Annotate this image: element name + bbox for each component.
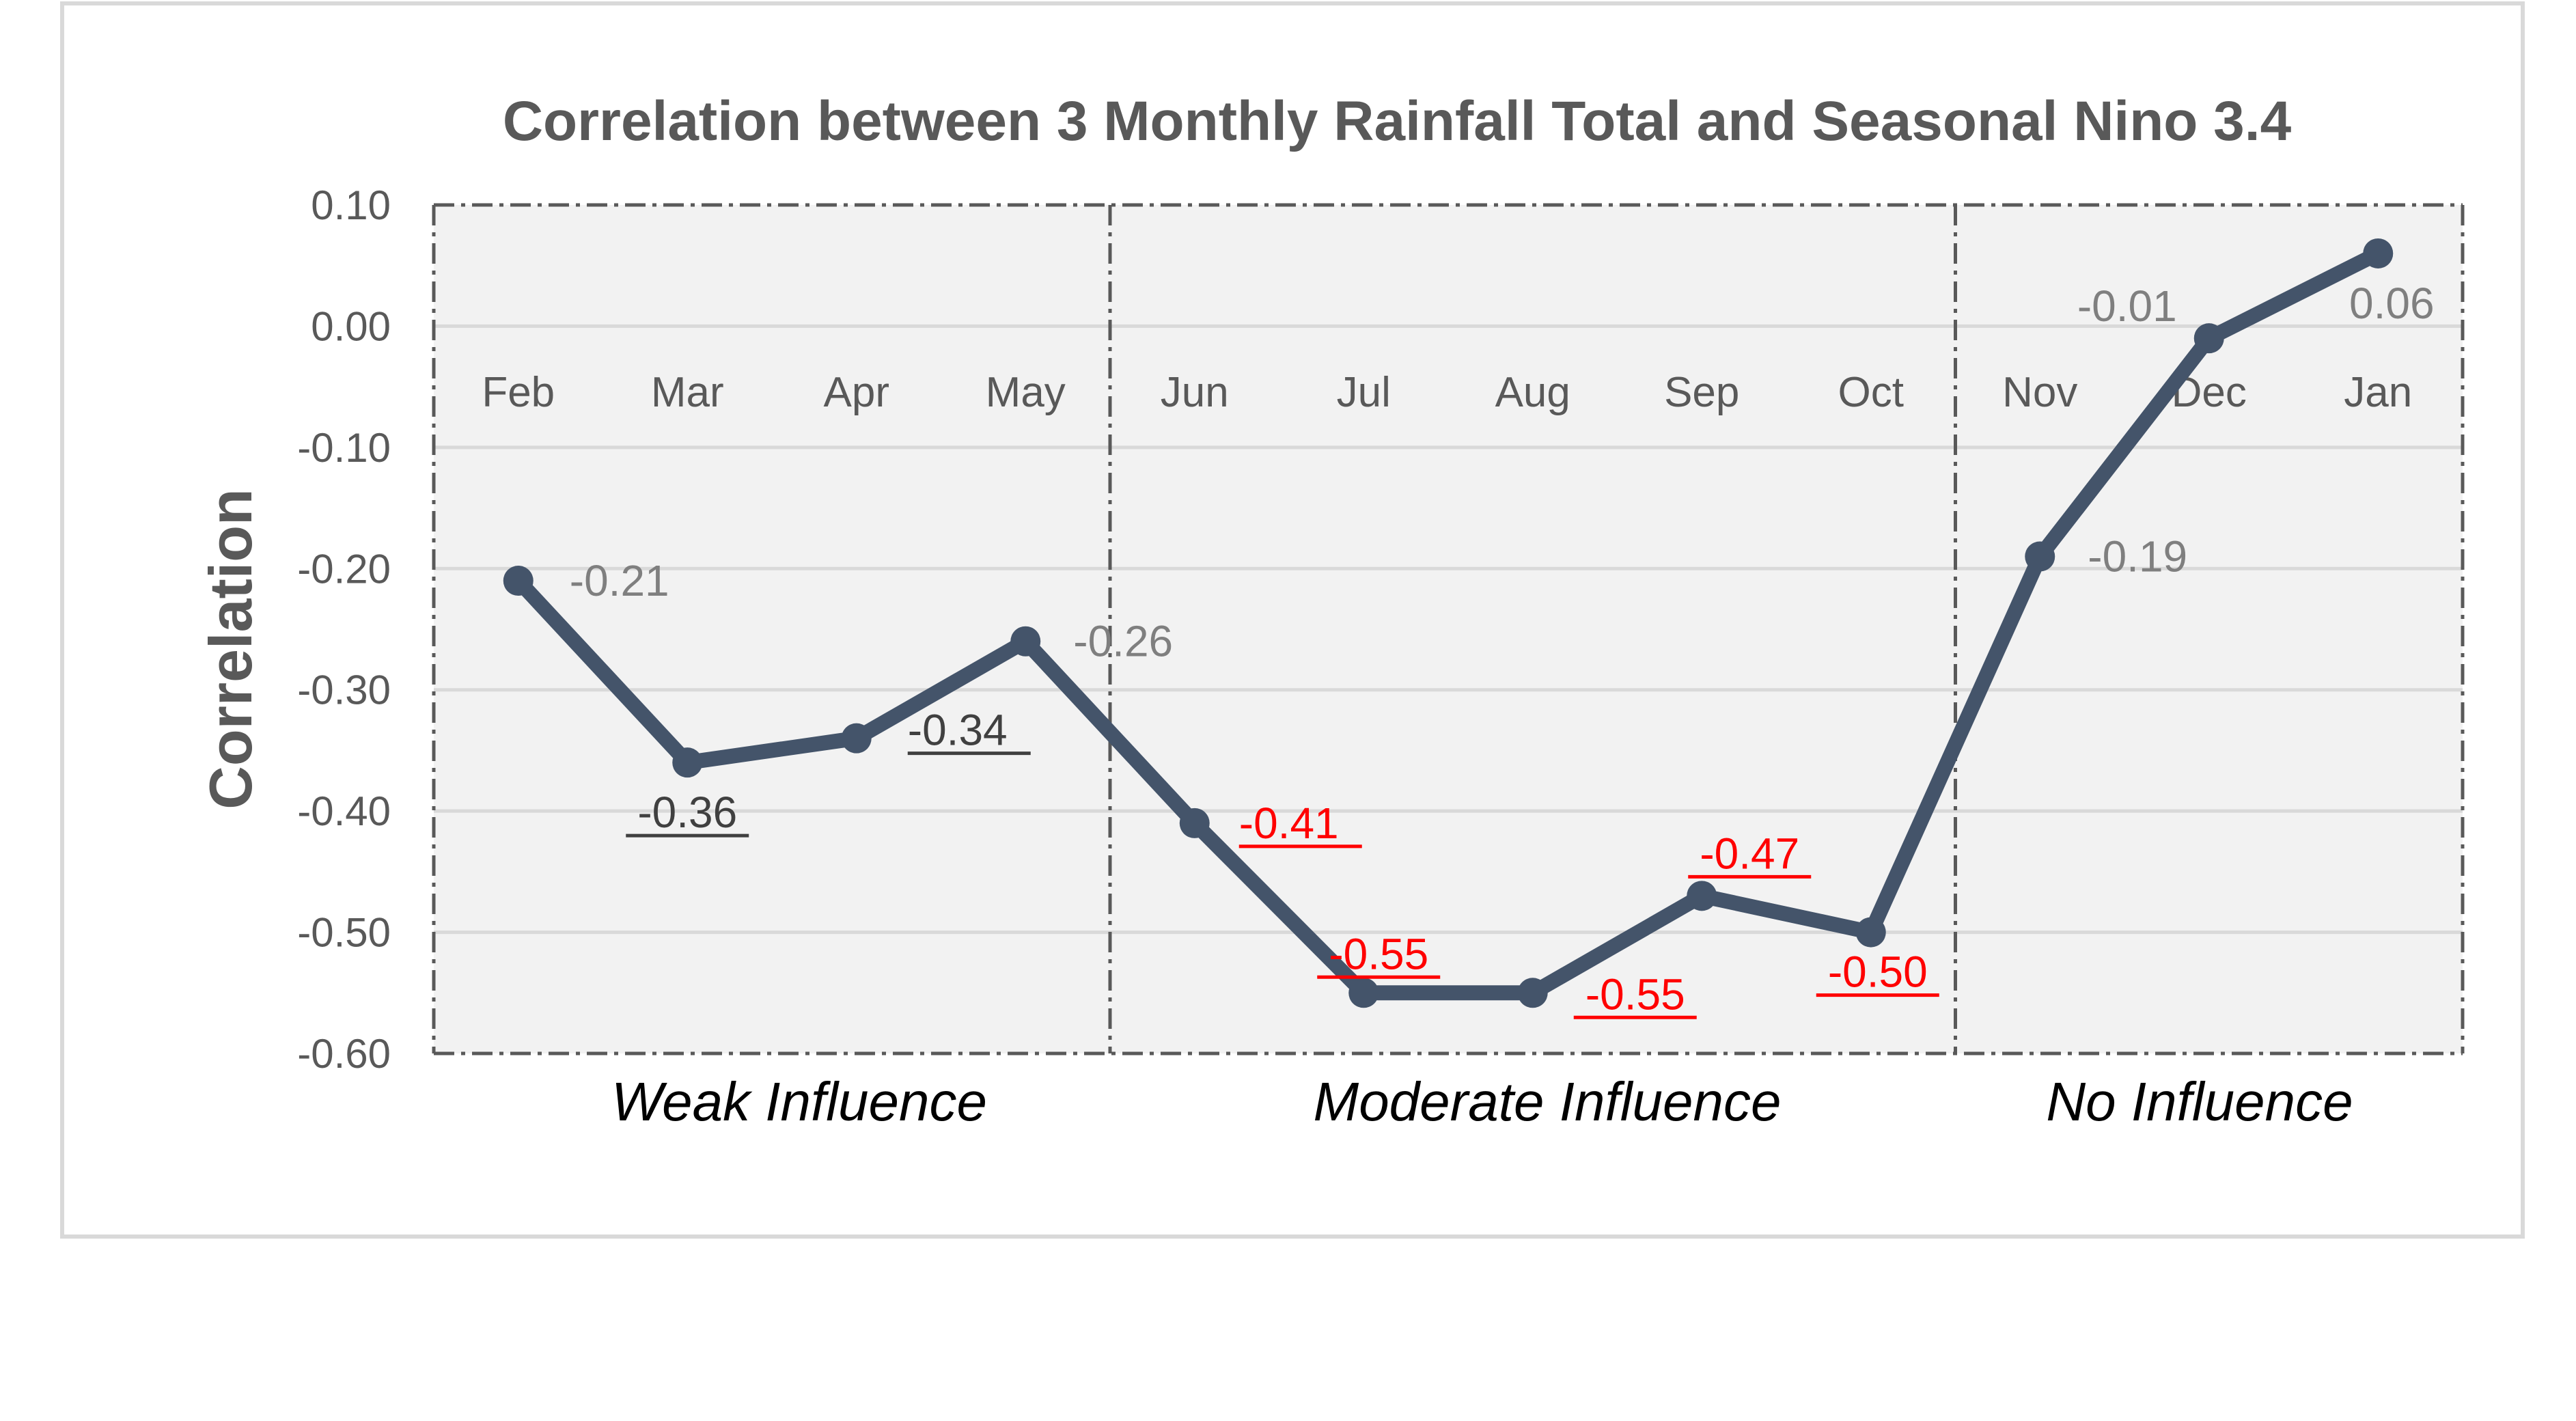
y-axis-label: Correlation: [197, 488, 264, 809]
group-label: Weak Influence: [611, 1071, 987, 1132]
data-label: -0.34: [908, 706, 1008, 755]
data-point: [2025, 541, 2055, 572]
x-tick-label: Apr: [824, 369, 889, 416]
x-tick-label: Jul: [1337, 369, 1391, 416]
data-point: [1687, 881, 1717, 911]
x-tick-label: Nov: [2002, 369, 2077, 416]
data-label: -0.21: [570, 556, 669, 605]
data-label: -0.47: [1700, 829, 1799, 878]
x-tick-label: Sep: [1664, 369, 1739, 416]
x-tick-labels: Feb Mar Apr May Jun Jul Aug Sep Oct Nov Dec Jan: [482, 369, 2412, 416]
y-tick-label: 0.10: [311, 182, 391, 228]
data-label: -0.01: [2077, 281, 2177, 331]
chart-title: Correlation between 3 Monthly Rainfall T…: [503, 90, 2292, 152]
y-tick-label: -0.60: [297, 1031, 391, 1077]
x-tick-label: Mar: [651, 369, 724, 416]
series-correlation: [503, 238, 2394, 1008]
data-point: [1010, 626, 1041, 657]
y-tick-label: -0.20: [297, 546, 391, 592]
data-point: [503, 566, 534, 596]
x-tick-label: Jun: [1161, 369, 1229, 416]
y-tick-labels: 0.10 0.00 -0.10 -0.20 -0.30 -0.40 -0.50 -0.60: [297, 182, 391, 1077]
data-point: [672, 747, 703, 778]
group-label: No Influence: [2046, 1071, 2353, 1132]
y-tick-label: -0.40: [297, 788, 391, 834]
group-label: Moderate Influence: [1314, 1071, 1782, 1132]
data-label: -0.50: [1828, 948, 1928, 997]
data-point: [1348, 978, 1379, 1008]
y-tick-label: 0.00: [311, 303, 391, 349]
x-tick-label: Feb: [482, 369, 555, 416]
gridlines: [432, 203, 2465, 1056]
data-label: -0.41: [1239, 799, 1339, 848]
x-tick-label: Jan: [2344, 369, 2412, 416]
data-label: -0.19: [2088, 532, 2187, 581]
data-point: [841, 723, 872, 754]
series-line: [512, 247, 2382, 1001]
data-label: -0.26: [1073, 617, 1173, 666]
data-point: [2363, 238, 2394, 268]
y-tick-label: -0.50: [297, 910, 391, 956]
group-labels: Weak Influence Moderate Influence No Influ…: [611, 1071, 2353, 1132]
data-label: 0.06: [2349, 279, 2435, 328]
x-tick-label: May: [986, 369, 1066, 416]
plot-background: [434, 205, 2463, 1053]
y-tick-label: -0.10: [297, 425, 391, 471]
x-tick-label: Oct: [1838, 369, 1904, 416]
data-label: -0.55: [1585, 969, 1685, 1019]
data-point: [1179, 808, 1210, 838]
group-dividers: [1108, 205, 1957, 1053]
y-tick-label: -0.30: [297, 667, 391, 713]
data-labels: -0.21 -0.36 -0.34 -0.26 -0.41 -0.55 -0.55 -0.47…: [570, 279, 2435, 1019]
data-point: [1855, 917, 1886, 948]
data-point: [2193, 323, 2224, 354]
data-label: -0.36: [637, 788, 737, 837]
data-point: [1517, 978, 1548, 1008]
x-tick-label: Aug: [1495, 369, 1570, 416]
data-label: -0.55: [1329, 929, 1428, 978]
